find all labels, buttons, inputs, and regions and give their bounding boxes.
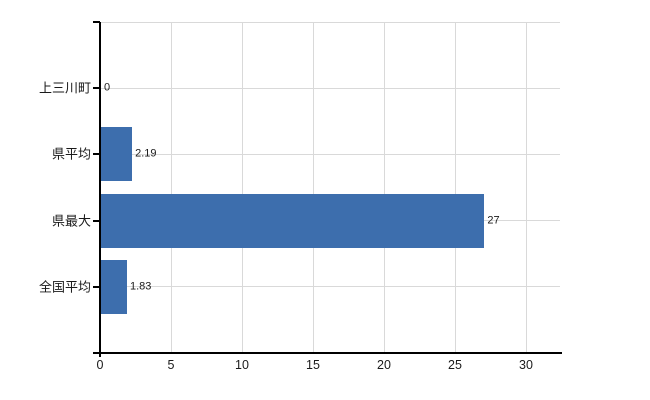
y-axis-tick <box>93 87 100 90</box>
x-tick-label: 20 <box>377 358 391 372</box>
gridline-vertical <box>242 22 243 353</box>
gridline-horizontal <box>100 87 560 89</box>
bar <box>101 193 485 248</box>
bar <box>101 127 133 182</box>
value-label: 0 <box>104 81 111 94</box>
y-axis-tick <box>93 219 100 222</box>
gridline-horizontal <box>100 286 560 288</box>
x-axis-zero-tick <box>99 354 101 357</box>
category-label: 全国平均 <box>38 279 91 295</box>
value-label: 1.83 <box>129 280 152 293</box>
x-tick-label: 0 <box>96 358 104 372</box>
gridline-vertical <box>313 22 314 353</box>
gridline-vertical <box>384 22 385 353</box>
y-axis-line <box>99 22 101 354</box>
x-tick-label: 30 <box>519 358 533 372</box>
category-label: 県最大 <box>51 213 91 229</box>
gridline-vertical <box>455 22 456 353</box>
x-tick-label: 15 <box>306 358 320 372</box>
value-label: 27 <box>487 214 500 227</box>
gridline-vertical <box>171 22 172 353</box>
x-tick-label: 10 <box>235 358 249 372</box>
y-axis-top-tick <box>93 21 100 23</box>
bar <box>101 259 127 314</box>
gridline-horizontal <box>100 22 560 23</box>
gridline-vertical <box>526 22 527 353</box>
y-axis-tick <box>93 153 100 156</box>
category-label: 県平均 <box>51 146 91 162</box>
value-label: 2.19 <box>135 147 157 160</box>
x-axis-line <box>93 352 562 354</box>
x-tick-label: 5 <box>167 358 175 372</box>
x-tick-label: 25 <box>448 358 462 372</box>
gridline-horizontal <box>100 153 560 155</box>
category-label: 上三川町 <box>38 80 91 96</box>
y-axis-tick <box>93 285 100 288</box>
